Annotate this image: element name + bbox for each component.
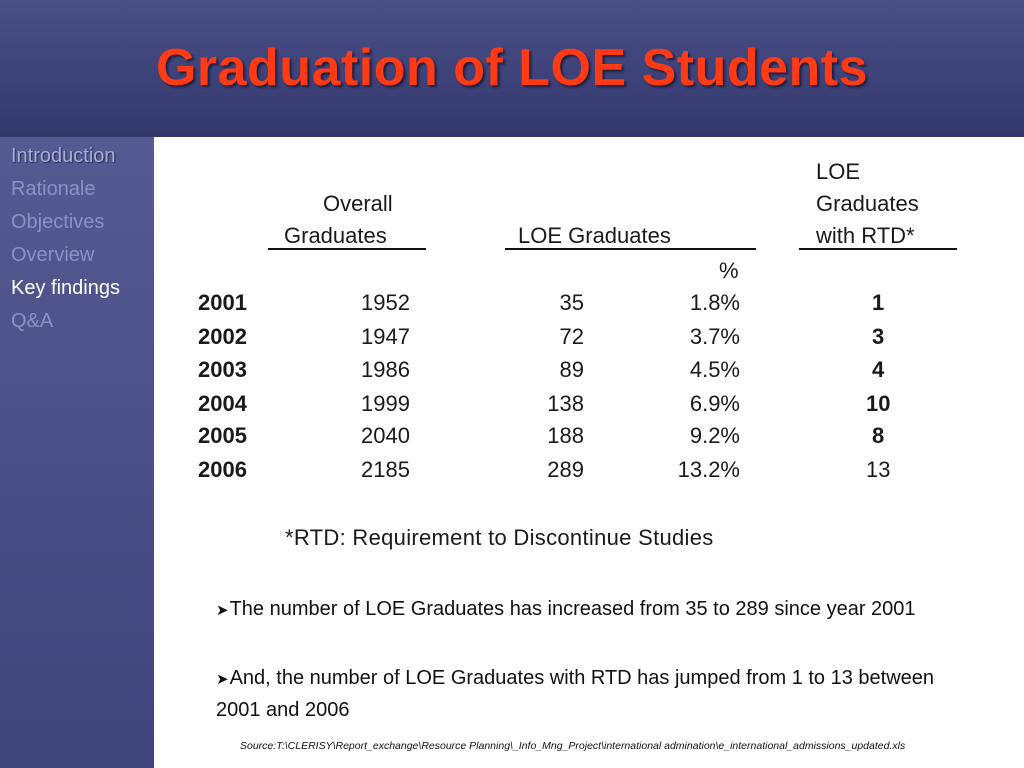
table-cell-loe: 89 (559, 357, 584, 382)
bullet-point: ➤And, the number of LOE Graduates with R… (216, 663, 956, 725)
table-cell-percent: 1.8% (689, 290, 740, 315)
bullet-text: And, the number of LOE Graduates with RT… (216, 667, 935, 721)
content-area (154, 137, 1024, 768)
bullet-point: ➤The number of LOE Graduates has increas… (216, 595, 956, 625)
table-cell-loe: 289 (547, 457, 584, 482)
table-cell-percent: 4.5% (689, 357, 740, 382)
table-cell-rtd: 3 (872, 324, 885, 349)
header-percent: % (719, 258, 739, 283)
nav-item-qa[interactable]: Q&A (11, 310, 54, 332)
table-cell-percent: 3.7% (689, 324, 740, 349)
table-cell-rtd: 4 (872, 357, 885, 382)
table-cell-year: 2005 (198, 423, 247, 448)
table-cell-percent: 13.2% (677, 457, 740, 482)
table-cell-rtd: 13 (866, 457, 891, 482)
header-rtd-line1: LOE (816, 159, 861, 184)
header-overall-underline (268, 248, 426, 250)
nav-item-introduction[interactable]: Introduction (11, 145, 116, 167)
table-cell-rtd: 10 (866, 391, 891, 416)
table-cell-loe: 35 (559, 290, 584, 315)
nav-item-objectives[interactable]: Objectives (11, 211, 105, 233)
arrow-bullet-icon: ➤ (216, 602, 229, 619)
table-cell-loe: 72 (559, 324, 584, 349)
table-cell-year: 2001 (198, 290, 247, 315)
arrow-bullet-icon: ➤ (216, 671, 229, 688)
table-cell-overall: 1947 (361, 324, 410, 349)
table-cell-loe: 138 (547, 391, 584, 416)
table-cell-overall: 1986 (361, 357, 410, 382)
rtd-footnote: *RTD: Requirement to Discontinue Studies (285, 525, 714, 550)
source-note: Source:T:\CLERISY\Report_exchange\Resour… (240, 740, 906, 752)
table-cell-percent: 6.9% (689, 391, 740, 416)
table-cell-year: 2003 (198, 357, 247, 382)
nav-item-key-findings[interactable]: Key findings (11, 277, 120, 299)
table-cell-overall: 1999 (361, 391, 410, 416)
table-cell-year: 2002 (198, 324, 247, 349)
header-rtd-line3: with RTD* (816, 223, 915, 248)
header-loe: LOE Graduates (518, 223, 671, 248)
slide-title: Graduation of LOE Students (155, 39, 869, 97)
nav-item-rationale[interactable]: Rationale (11, 178, 96, 200)
table-cell-overall: 2185 (361, 457, 410, 482)
table-cell-rtd: 8 (872, 423, 885, 448)
nav-item-overview[interactable]: Overview (11, 244, 95, 266)
sidebar-nav: Introduction Rationale Objectives Overvi… (0, 137, 154, 768)
header-rtd-line2: Graduates (816, 191, 919, 216)
table-cell-year: 2006 (198, 457, 247, 482)
table-cell-overall: 2040 (361, 423, 410, 448)
header-loe-underline (505, 248, 756, 250)
table-cell-rtd: 1 (872, 290, 885, 315)
header-bar: Graduation of LOE Students (0, 0, 1024, 137)
header-overall-line1: Overall (323, 191, 393, 216)
header-overall-line2: Graduates (284, 223, 387, 248)
table-cell-year: 2004 (198, 391, 247, 416)
table-cell-percent: 9.2% (689, 423, 740, 448)
header-rtd-underline (799, 248, 957, 250)
table-cell-overall: 1952 (361, 290, 410, 315)
table-cell-loe: 188 (547, 423, 584, 448)
bullet-text: The number of LOE Graduates has increase… (229, 598, 916, 620)
